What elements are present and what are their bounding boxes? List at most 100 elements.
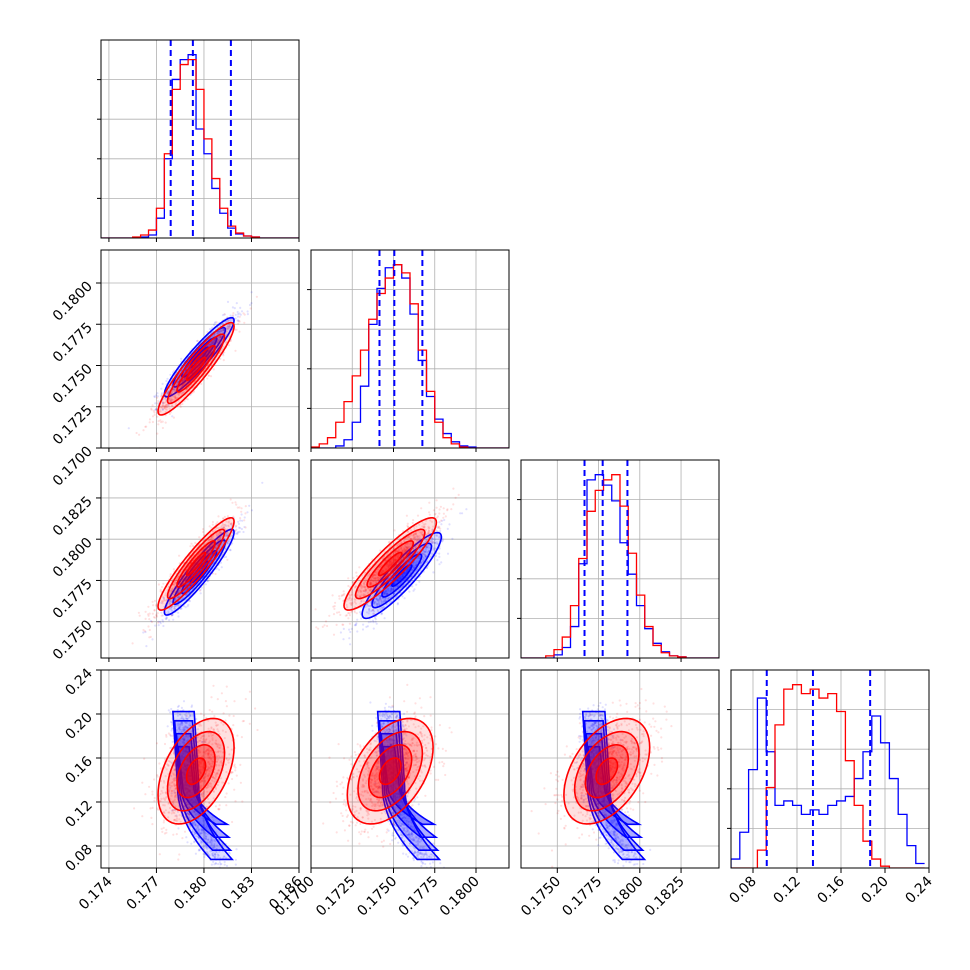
scatter-point-red: [181, 379, 184, 382]
scatter-point-blue: [374, 620, 377, 623]
scatter-point-blue: [226, 325, 229, 328]
scatter-point-blue: [372, 621, 375, 624]
scatter-point-blue: [213, 323, 216, 327]
scatter-point-red: [212, 368, 215, 371]
scatter-point-blue: [210, 553, 213, 556]
scatter-point-blue: [169, 373, 172, 376]
scatter-point-red: [152, 604, 155, 607]
scatter-point-red: [199, 551, 202, 554]
scatter-point-blue: [222, 328, 225, 331]
scatter-point-red: [211, 523, 214, 526]
scatter-point-blue: [211, 342, 214, 345]
scatter-point-blue: [170, 608, 173, 611]
scatter-point-blue: [220, 566, 223, 569]
scatter-point-blue: [216, 534, 219, 537]
scatter-point-blue: [215, 332, 219, 335]
scatter-point-red: [217, 538, 220, 542]
scatter-point-red: [219, 357, 222, 360]
scatter-point-red: [317, 627, 320, 630]
scatter-point-blue: [439, 529, 442, 533]
scatter-point-blue: [234, 532, 237, 535]
scatter-point-red: [161, 600, 164, 603]
scatter-point-blue: [403, 597, 406, 600]
scatter-point-blue: [227, 542, 230, 545]
histogram-panel-0: [101, 40, 299, 238]
scatter-point-red: [218, 531, 221, 534]
scatter-point-blue: [171, 415, 174, 418]
scatter-point-red: [160, 585, 164, 589]
scatter-point-blue: [342, 627, 345, 631]
scatter-point-red: [234, 349, 237, 352]
scatter-point-blue: [342, 638, 345, 641]
histogram-panel-2: [521, 460, 719, 658]
scatter-point-red: [170, 404, 174, 407]
scatter-point-red: [170, 579, 173, 582]
scatter-point-blue: [211, 342, 214, 345]
scatter-point-red: [162, 402, 165, 405]
scatter-point-red: [352, 576, 355, 580]
scatter-point-blue: [227, 325, 230, 329]
scatter-point-blue: [178, 589, 181, 593]
scatter-point-red: [164, 405, 167, 409]
scatter-point-blue: [367, 621, 370, 624]
scatter-point-blue: [218, 336, 221, 339]
scatter-point-red: [167, 405, 170, 408]
scatter-point-blue: [181, 379, 185, 382]
scatter-point-red: [177, 393, 180, 396]
scatter-point-blue: [440, 561, 443, 564]
scatter-point-blue: [176, 381, 179, 384]
scatter-point-red: [153, 411, 156, 414]
scatter-point-blue: [246, 313, 249, 316]
scatter-point-red: [198, 589, 201, 592]
scatter-point-red: [208, 343, 211, 346]
scatter-point-blue: [240, 310, 244, 313]
scatter-point-blue: [234, 313, 237, 316]
scatter-point-red: [222, 526, 225, 529]
scatter-point-blue: [165, 615, 168, 619]
scatter-point-blue: [237, 530, 240, 534]
scatter-point-red: [206, 377, 209, 380]
scatter-point-red: [332, 633, 336, 636]
scatter-point-red: [170, 398, 174, 401]
scatter-point-red: [202, 530, 205, 534]
scatter-point-red: [173, 607, 176, 610]
scatter-point-red: [159, 410, 162, 413]
scatter-point-red: [162, 582, 165, 585]
scatter-point-blue: [349, 643, 352, 646]
scatter-point-red: [173, 398, 176, 401]
scatter-point-blue: [170, 607, 173, 610]
scatter-point-blue: [204, 583, 207, 586]
scatter-point-blue: [175, 604, 178, 607]
scatter-point-blue: [215, 332, 218, 335]
scatter-point-red: [168, 396, 171, 399]
scatter-point-red: [227, 344, 231, 347]
scatter-point-red: [338, 597, 341, 600]
scatter-point-blue: [173, 605, 176, 608]
scatter-point-red: [176, 382, 179, 385]
scatter-point-blue: [190, 583, 193, 587]
scatter-point-blue: [438, 552, 441, 555]
scatter-point-red: [162, 404, 165, 407]
scatter-point-red: [174, 396, 177, 399]
scatter-point-red: [156, 615, 159, 618]
scatter-point-red: [438, 508, 441, 511]
scatter-point-red: [355, 571, 358, 574]
scatter-point-blue: [162, 401, 165, 404]
scatter-point-blue: [161, 408, 164, 411]
scatter-point-blue: [182, 605, 186, 608]
scatter-point-red: [235, 503, 238, 506]
histogram-blue: [731, 697, 925, 868]
scatter-point-blue: [438, 555, 441, 559]
scatter-point-red: [157, 621, 160, 624]
scatter-point-blue: [220, 329, 223, 332]
scatter-point-red: [238, 315, 241, 318]
scatter-point-blue: [173, 388, 176, 391]
scatter-point-blue: [167, 404, 170, 407]
scatter-point-red: [153, 609, 156, 612]
scatter-point-red: [219, 531, 222, 534]
scatter-point-red: [171, 587, 174, 590]
scatter-point-red: [219, 336, 222, 339]
scatter-point-red: [224, 547, 227, 551]
scatter-point-red: [249, 307, 252, 310]
scatter-point-red: [231, 501, 234, 504]
